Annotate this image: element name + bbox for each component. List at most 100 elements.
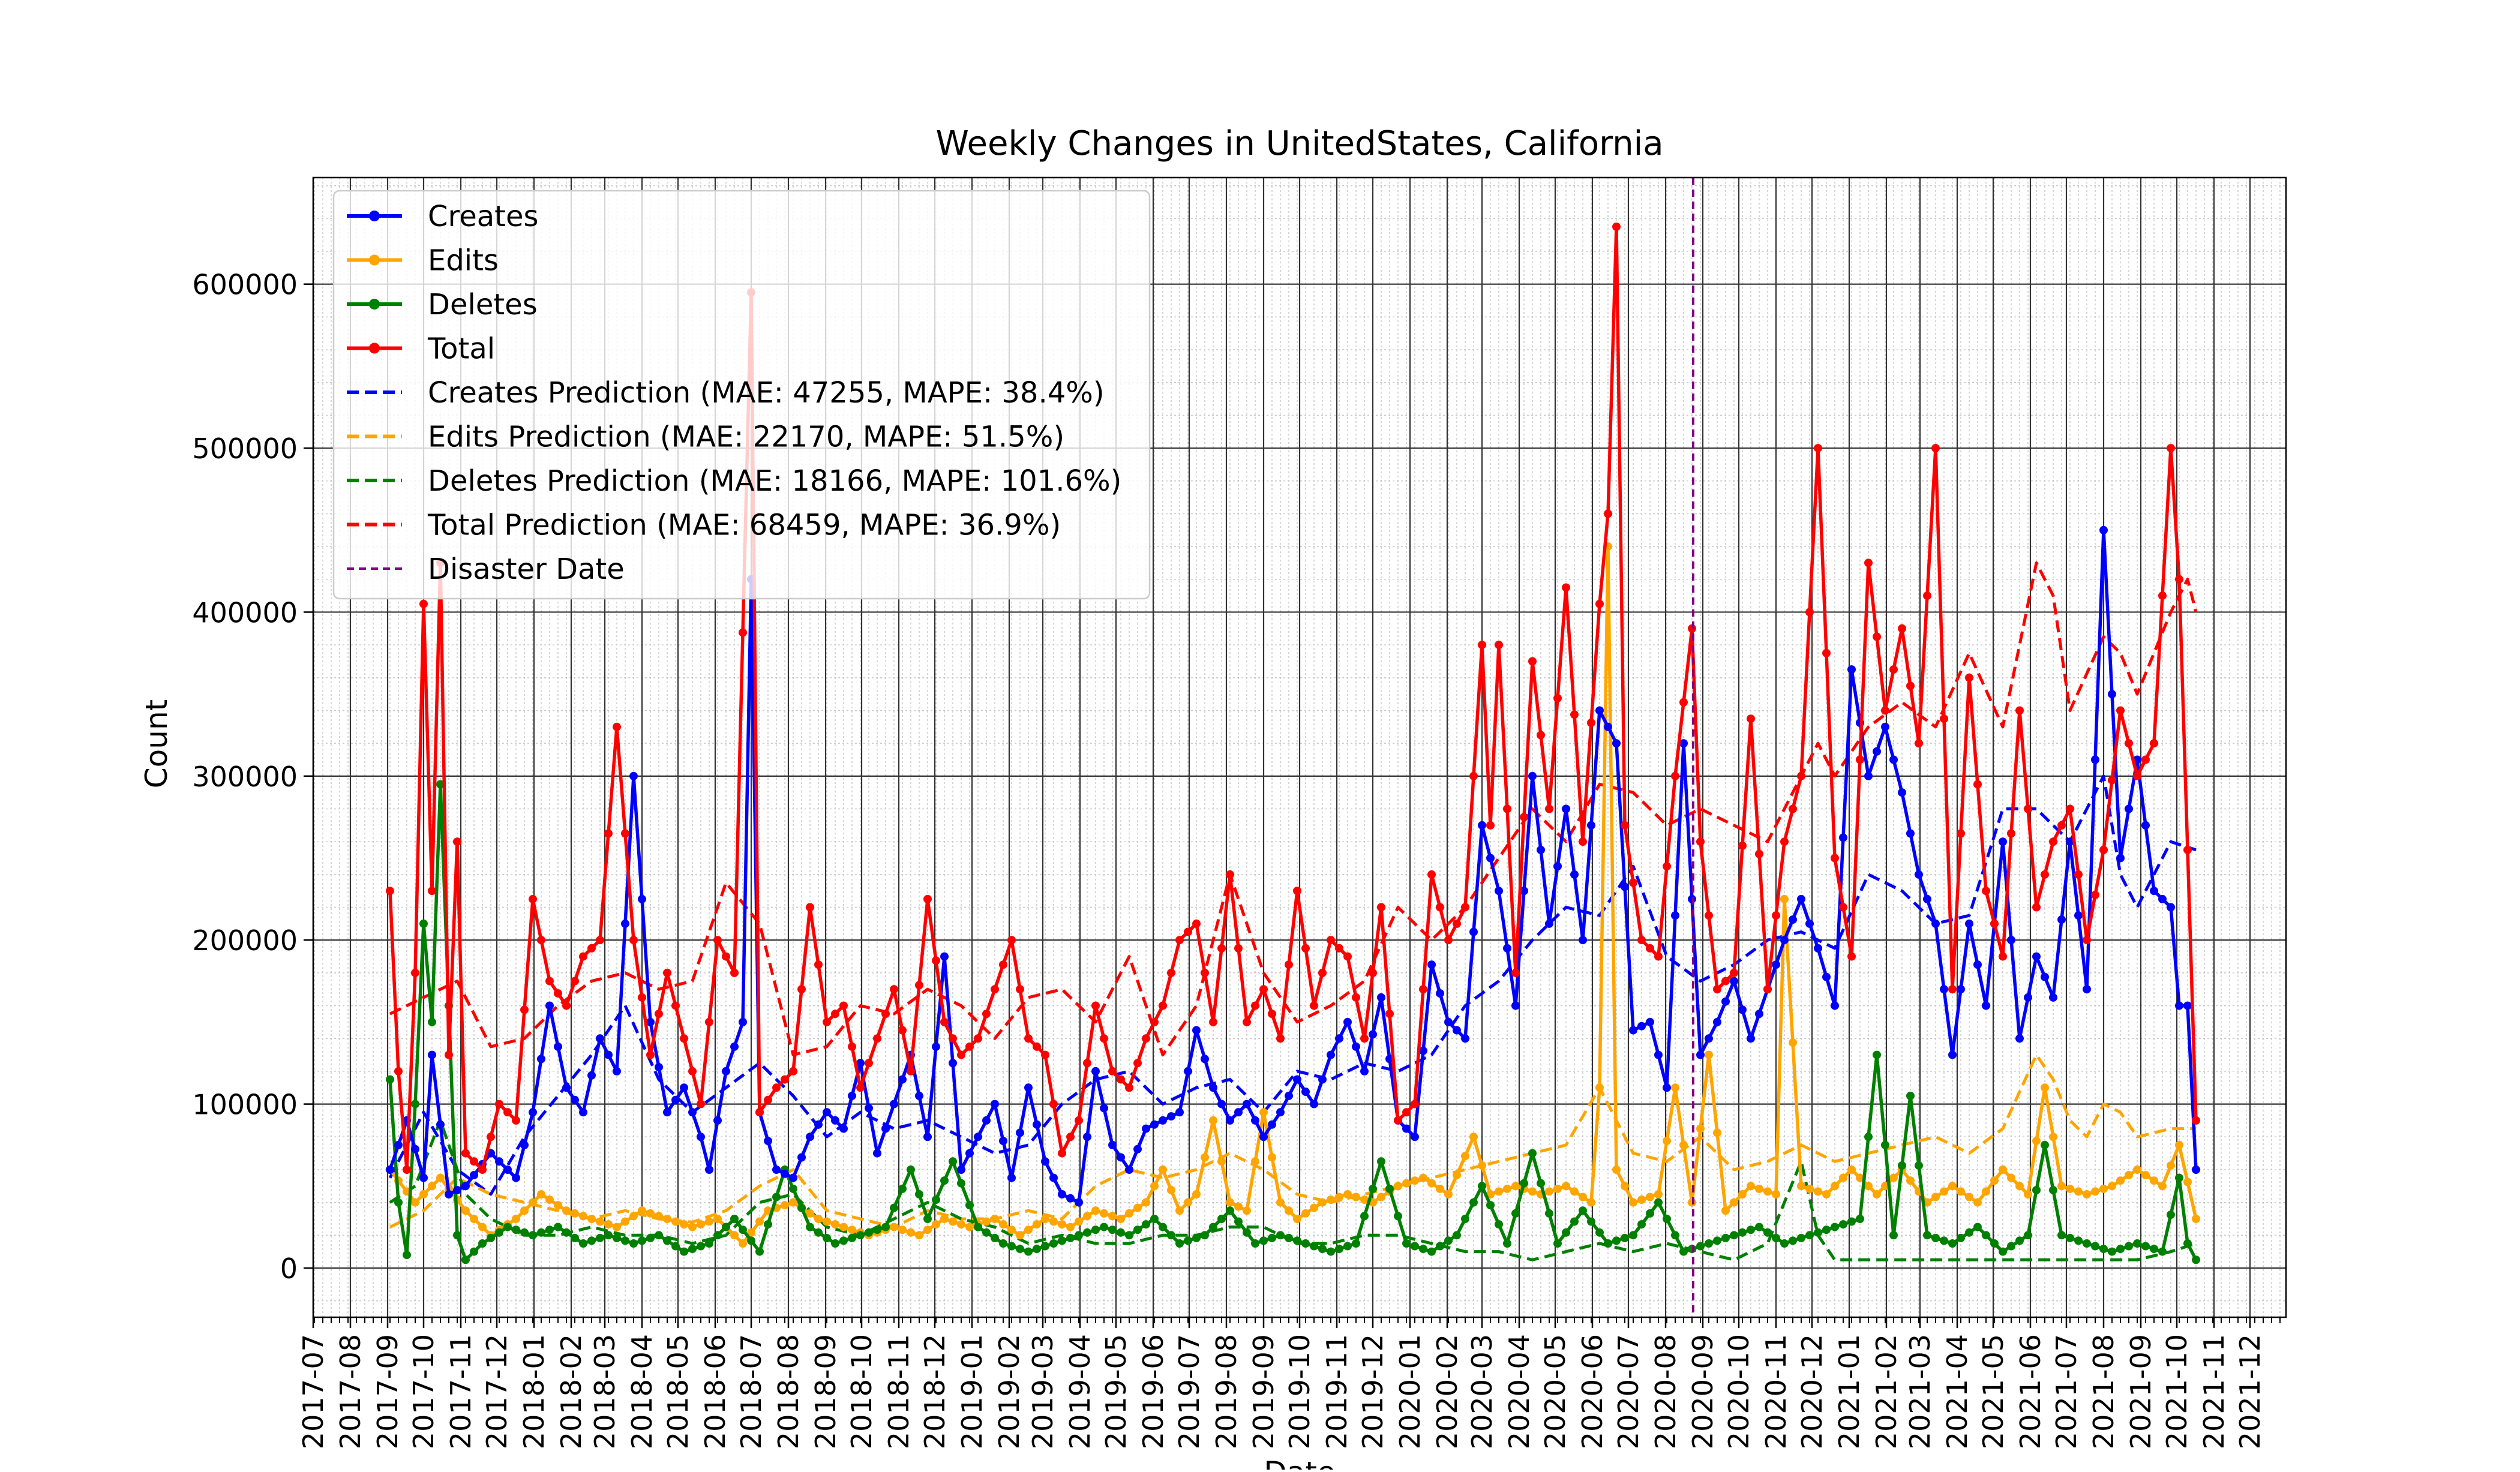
deletes-series-point bbox=[1201, 1231, 1209, 1240]
deletes-series-point bbox=[1285, 1233, 1293, 1242]
deletes-series-point bbox=[2150, 1245, 2158, 1254]
edits-series-point bbox=[1738, 1190, 1747, 1198]
deletes-series-point bbox=[1747, 1225, 1755, 1234]
creates-series-point bbox=[2167, 903, 2175, 912]
total-series-point bbox=[831, 1010, 839, 1019]
edits-series-point bbox=[1789, 1038, 1797, 1047]
creates-series-point bbox=[1772, 960, 1780, 969]
deletes-series-point bbox=[1478, 1182, 1486, 1191]
creates-series-line bbox=[388, 528, 2198, 1204]
total-series-point bbox=[755, 1108, 764, 1117]
total-series-point bbox=[688, 1067, 697, 1076]
total-series-point bbox=[394, 1067, 403, 1076]
x-tick-label: 2019-11 bbox=[1321, 1334, 1353, 1449]
deletes-series-point bbox=[873, 1225, 881, 1234]
deletes-series-point bbox=[1033, 1245, 1041, 1254]
creates-series-point bbox=[1814, 944, 1822, 953]
creates-series-point bbox=[839, 1124, 848, 1133]
x-tick-label: 2021-09 bbox=[2125, 1334, 2157, 1449]
creates-series-point bbox=[1243, 1100, 1251, 1108]
creates-series-point bbox=[1654, 1050, 1663, 1059]
creates-series-point bbox=[1940, 985, 1948, 994]
deletes-series-point bbox=[1721, 1233, 1730, 1242]
creates-series-point bbox=[386, 1165, 394, 1174]
creates-series-point bbox=[1587, 821, 1595, 830]
edits-series-point bbox=[461, 1206, 470, 1215]
creates-series-point bbox=[1049, 1173, 1058, 1182]
creates-series-point bbox=[680, 1083, 688, 1092]
creates-series-point bbox=[1864, 771, 1873, 780]
deletes-series-point bbox=[2141, 1242, 2150, 1251]
total-series-point bbox=[1965, 673, 1973, 682]
edits-series-point bbox=[1318, 1198, 1327, 1207]
deletes-series-point bbox=[957, 1179, 965, 1188]
creates-series-point bbox=[923, 1132, 932, 1141]
edits-series-point bbox=[655, 1212, 663, 1221]
deletes-series-point bbox=[705, 1239, 713, 1248]
edits-series-point bbox=[1831, 1182, 1839, 1191]
total-series-point bbox=[1024, 1034, 1033, 1043]
creates-series-point bbox=[646, 1017, 655, 1026]
edits-series-point bbox=[2091, 1187, 2099, 1196]
edits-series-point bbox=[2116, 1176, 2125, 1185]
total-series-point bbox=[1654, 952, 1663, 961]
total-series-point bbox=[1486, 821, 1495, 830]
total-series-point bbox=[1562, 583, 1570, 592]
creates-series-point bbox=[2192, 1165, 2200, 1174]
x-tick-label: 2020-06 bbox=[1576, 1334, 1609, 1449]
x-tick-label: 2020-01 bbox=[1394, 1334, 1426, 1449]
x-tick-label: 2018-01 bbox=[518, 1334, 550, 1449]
total-series-point bbox=[1982, 887, 1990, 896]
edits-series-point bbox=[2032, 1137, 2041, 1146]
total-series-point bbox=[1007, 936, 1016, 945]
total-series-point bbox=[487, 1132, 495, 1141]
total-series-point bbox=[2049, 837, 2057, 846]
edits-series-point bbox=[730, 1231, 739, 1240]
total-series-point bbox=[1469, 771, 1478, 780]
deletes-series-point bbox=[1301, 1239, 1310, 1248]
deletes-series-point bbox=[1898, 1161, 1906, 1170]
total-series-point bbox=[1133, 1059, 1142, 1068]
edits-series-point bbox=[2041, 1083, 2049, 1092]
total-series-point bbox=[881, 1010, 890, 1019]
creates-series-point bbox=[873, 1149, 881, 1158]
creates-series-point bbox=[713, 1116, 722, 1125]
total-series-point bbox=[915, 981, 923, 990]
total-series-point bbox=[503, 1108, 512, 1117]
total-series-point bbox=[1016, 985, 1024, 994]
edits-series-point bbox=[428, 1182, 436, 1191]
total-series-point bbox=[1621, 821, 1629, 830]
deletes-series-point bbox=[1646, 1209, 1654, 1218]
deletes-series-point bbox=[1579, 1206, 1587, 1215]
creates-series-point bbox=[1553, 862, 1562, 871]
x-tick-label: 2020-12 bbox=[1796, 1334, 1828, 1449]
deletes-series-point bbox=[1461, 1215, 1469, 1223]
creates-series-point bbox=[411, 1144, 419, 1153]
edits-series-point bbox=[1327, 1195, 1335, 1204]
edits-series-point bbox=[520, 1206, 529, 1215]
deletes-series-point bbox=[1537, 1179, 1545, 1188]
deletes-series-point bbox=[713, 1231, 722, 1240]
edits-series-point bbox=[638, 1206, 646, 1215]
total-series-point bbox=[1553, 694, 1562, 702]
total-series-point bbox=[1167, 968, 1175, 977]
creates-series-point bbox=[419, 1173, 428, 1182]
edits-series-point bbox=[1075, 1217, 1083, 1226]
legend-swatch-marker bbox=[369, 343, 380, 354]
deletes-series-point bbox=[1915, 1161, 1923, 1170]
creates-series-point bbox=[856, 1059, 865, 1068]
total-series-point bbox=[1427, 870, 1436, 879]
edits-series-point bbox=[1184, 1198, 1192, 1207]
creates-series-point bbox=[2141, 821, 2150, 830]
total-series-point bbox=[865, 1059, 873, 1068]
deletes-series-point bbox=[1251, 1239, 1259, 1248]
edits-series-point bbox=[1705, 1050, 1713, 1059]
x-tick-label: 2019-03 bbox=[1027, 1334, 1059, 1449]
total-series-point bbox=[1259, 985, 1268, 994]
edits-series-point bbox=[1629, 1198, 1637, 1207]
edits-series-point bbox=[1411, 1176, 1419, 1185]
creates-series-point bbox=[1461, 1034, 1469, 1043]
total-series-point bbox=[797, 985, 806, 994]
edits-series-point bbox=[1621, 1182, 1629, 1191]
creates-series-point bbox=[1259, 1132, 1268, 1141]
